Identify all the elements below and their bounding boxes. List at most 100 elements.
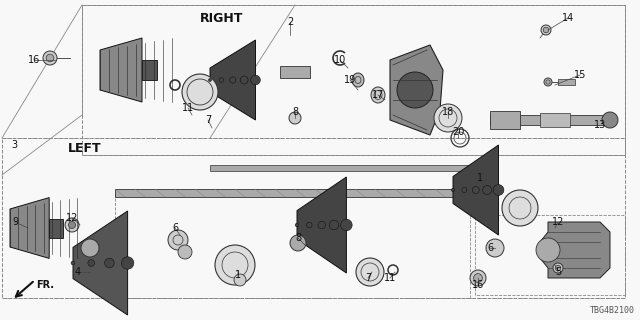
Circle shape (474, 274, 483, 282)
Text: 12: 12 (66, 213, 78, 223)
Circle shape (209, 78, 211, 81)
Circle shape (434, 104, 462, 132)
Circle shape (234, 274, 246, 286)
Circle shape (122, 257, 134, 269)
Circle shape (219, 78, 223, 82)
Bar (49, 219, 63, 237)
Circle shape (546, 80, 550, 84)
Bar (2, 138, 625, 298)
Circle shape (543, 27, 548, 33)
Text: 16: 16 (28, 55, 40, 65)
Circle shape (472, 187, 479, 194)
Text: 1: 1 (235, 270, 241, 280)
Bar (82, 5, 625, 155)
Circle shape (104, 258, 114, 268)
Circle shape (68, 221, 76, 228)
Text: 11: 11 (182, 103, 194, 113)
Polygon shape (210, 40, 255, 120)
Text: 17: 17 (372, 90, 384, 100)
Text: 11: 11 (384, 273, 396, 283)
Text: 10: 10 (334, 55, 346, 65)
Circle shape (215, 245, 255, 285)
Text: 9: 9 (12, 217, 18, 227)
Circle shape (544, 78, 552, 86)
Circle shape (182, 74, 218, 110)
Circle shape (553, 263, 563, 273)
Circle shape (462, 188, 467, 193)
Circle shape (88, 260, 95, 266)
Text: 6: 6 (487, 243, 493, 253)
Circle shape (307, 222, 312, 228)
Text: 20: 20 (452, 127, 464, 137)
Text: 15: 15 (574, 70, 586, 80)
Circle shape (356, 258, 384, 286)
Text: 4: 4 (75, 267, 81, 277)
Text: 12: 12 (552, 217, 564, 227)
Bar (115, 189, 470, 197)
Circle shape (251, 75, 260, 85)
Circle shape (602, 112, 618, 128)
Text: 8: 8 (292, 107, 298, 117)
Circle shape (502, 190, 538, 226)
Circle shape (43, 51, 57, 65)
Circle shape (290, 235, 306, 251)
Circle shape (318, 221, 326, 229)
Polygon shape (100, 38, 142, 102)
Bar (210, 165, 470, 171)
Text: 19: 19 (344, 75, 356, 85)
Ellipse shape (352, 73, 364, 87)
Circle shape (168, 230, 188, 250)
Polygon shape (453, 145, 499, 235)
Bar (142, 60, 157, 80)
Circle shape (240, 76, 248, 84)
Circle shape (451, 188, 454, 192)
Circle shape (556, 265, 561, 271)
Circle shape (178, 245, 192, 259)
Circle shape (330, 220, 339, 230)
Text: 8: 8 (295, 233, 301, 243)
Circle shape (65, 218, 79, 232)
Bar (558, 79, 575, 85)
Bar (490, 115, 610, 125)
Circle shape (493, 185, 504, 196)
Circle shape (71, 261, 75, 265)
Bar (475, 215, 625, 295)
Bar (115, 195, 470, 298)
Text: 1: 1 (477, 173, 483, 183)
Circle shape (340, 219, 352, 231)
Circle shape (470, 270, 486, 286)
Bar (280, 66, 310, 78)
Circle shape (486, 239, 504, 257)
Polygon shape (297, 177, 346, 273)
Circle shape (46, 54, 54, 62)
Text: 7: 7 (365, 273, 371, 283)
Text: 14: 14 (562, 13, 574, 23)
Text: 5: 5 (555, 267, 561, 277)
Circle shape (289, 112, 301, 124)
Polygon shape (390, 45, 443, 135)
Bar (540, 113, 570, 127)
Text: LEFT: LEFT (68, 141, 102, 155)
Circle shape (541, 25, 551, 35)
Polygon shape (540, 222, 610, 278)
Circle shape (295, 223, 299, 227)
Polygon shape (10, 197, 49, 258)
Circle shape (81, 239, 99, 257)
Polygon shape (73, 211, 127, 315)
Text: 16: 16 (472, 280, 484, 290)
Text: 13: 13 (594, 120, 606, 130)
Circle shape (483, 186, 492, 195)
Text: 2: 2 (287, 17, 293, 27)
Text: 3: 3 (11, 140, 17, 150)
Circle shape (397, 72, 433, 108)
Circle shape (230, 77, 236, 83)
Text: RIGHT: RIGHT (200, 12, 243, 25)
Text: 18: 18 (442, 107, 454, 117)
Bar (490, 111, 520, 129)
Circle shape (536, 238, 560, 262)
Text: 6: 6 (172, 223, 178, 233)
Text: FR.: FR. (36, 280, 54, 290)
Text: TBG4B2100: TBG4B2100 (590, 306, 635, 315)
Ellipse shape (371, 87, 385, 103)
Text: 7: 7 (205, 115, 211, 125)
